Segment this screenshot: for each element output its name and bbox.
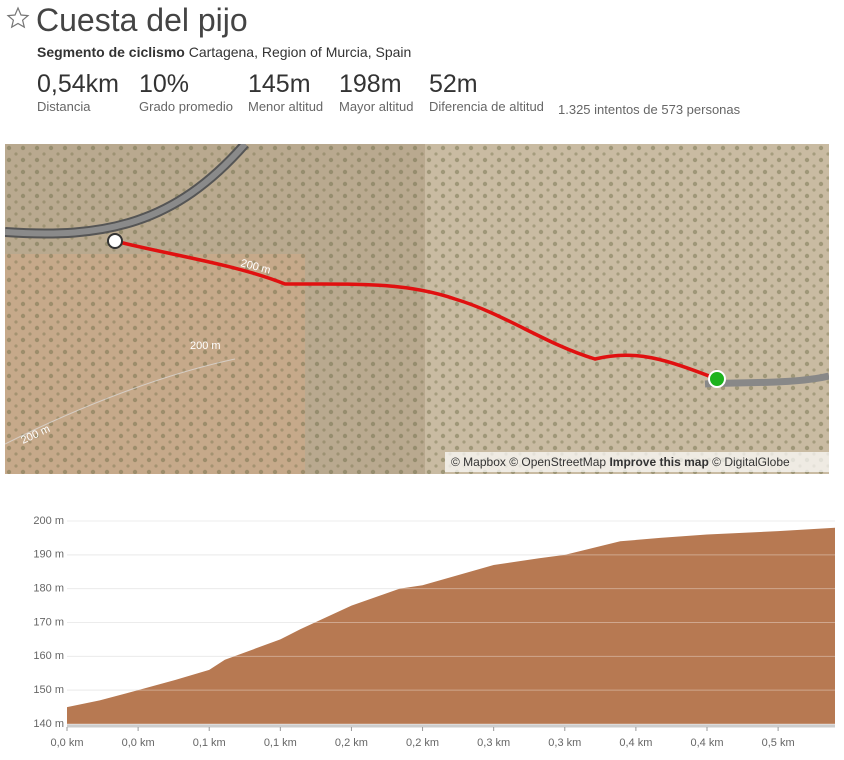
stat-label: Grado promedio [139,99,233,114]
y-tick-label: 200 m [33,515,64,527]
x-tick-label: 0,3 km [548,737,581,749]
segment-type: Segmento de ciclismo [37,44,185,60]
contour-label: 200 m [190,340,221,352]
attempts: 1.325 intentos de 573 personas [558,102,741,117]
stat: 0,54km Distancia [37,70,119,114]
segment-subtitle: Segmento de ciclismo Cartagena, Region o… [37,44,411,60]
x-tick-label: 0,3 km [477,737,510,749]
stat-label: Distancia [37,99,91,114]
x-tick-label: 0,1 km [193,737,226,749]
stat-value: 145m [248,70,311,98]
segment-location: Cartagena, Region of Murcia, Spain [188,44,412,60]
stat-label: Diferencia de altitud [429,99,544,114]
x-tick-label: 0,4 km [619,737,652,749]
attribution-text[interactable]: © DigitalGlobe [712,455,790,469]
improve-map-link[interactable]: Improve this map [609,455,708,469]
y-tick-label: 180 m [33,583,64,595]
y-tick-label: 190 m [33,549,64,561]
stat: 52m Diferencia de altitud [429,70,544,114]
y-tick-label: 160 m [33,650,64,662]
stat-label: Mayor altitud [339,99,414,114]
x-tick-label: 0,0 km [50,737,83,749]
map[interactable]: 200 m 200 m 200 m © Mapbox © OpenStreetM… [5,144,829,474]
x-tick-label: 0,1 km [264,737,297,749]
favorite-star[interactable] [6,6,30,30]
stat-value: 0,54km [37,70,119,98]
stat-value: 52m [429,70,478,98]
stat: 145m Menor altitud [248,70,323,114]
stat-label: Menor altitud [248,99,324,114]
y-tick-label: 170 m [33,616,64,628]
x-tick-label: 0,4 km [690,737,723,749]
stat-value: 198m [339,70,402,98]
x-tick-label: 0,2 km [335,737,368,749]
elevation-area [67,527,835,724]
x-tick-label: 0,5 km [762,737,795,749]
attribution[interactable]: © Mapbox © OpenStreetMap Improve this ma… [451,455,790,469]
stat: 10% Grado promedio [139,70,233,114]
segment-title: Cuesta del pijo [36,2,248,38]
x-tick-label: 0,2 km [406,737,439,749]
stat: 198m Mayor altitud [339,70,413,114]
stat-value: 10% [139,70,190,98]
x-tick-label: 0,0 km [122,737,155,749]
y-tick-label: 150 m [33,684,64,696]
attribution-text[interactable]: © Mapbox © OpenStreetMap [451,455,606,469]
y-tick-label: 140 m [33,718,64,730]
elevation-chart: 140 m 150 m 160 m 170 m 180 m 190 m 200 m 0,0 k… [33,515,835,749]
